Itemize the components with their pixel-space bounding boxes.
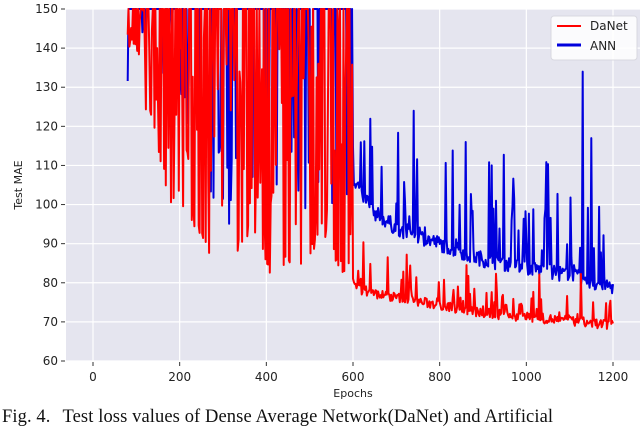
- y-tick-label: 90: [43, 237, 58, 251]
- figure-caption: Fig. 4. Test loss values of Dense Average…: [2, 407, 640, 428]
- axis-ticks: 60 70 80 90 100 110 120 130 140 150 0 200 400 600 800 1…: [35, 2, 628, 384]
- x-tick-label: 0: [89, 370, 97, 384]
- legend-label-ann: ANN: [590, 39, 616, 53]
- y-tick-label: 130: [35, 80, 58, 94]
- x-axis-label: Epochs: [333, 387, 373, 400]
- series-lines: [126, 8, 614, 330]
- y-tick-label: 110: [35, 158, 58, 172]
- x-tick-label: 200: [168, 370, 191, 384]
- y-axis-label: Test MAE: [12, 160, 25, 210]
- y-tick-label: 70: [43, 315, 58, 329]
- x-tick-label: 1000: [511, 370, 542, 384]
- y-tick-label: 120: [35, 119, 58, 133]
- y-tick-label: 140: [35, 41, 58, 55]
- y-tick-label: 60: [43, 354, 58, 368]
- figure-number: Fig. 4.: [2, 407, 51, 427]
- y-tick-label: 80: [43, 276, 58, 290]
- line-chart: 60 70 80 90 100 110 120 130 140 150 0 200 400 600 800 1…: [12, 2, 640, 400]
- legend-label-danet: DaNet: [590, 19, 628, 33]
- x-tick-label: 1200: [598, 370, 629, 384]
- x-tick-label: 800: [428, 370, 451, 384]
- series-ann-line: [126, 8, 614, 295]
- y-tick-label: 100: [35, 198, 58, 212]
- caption-text: Test loss values of Dense Average Networ…: [62, 407, 554, 427]
- legend: DaNet ANN: [550, 15, 638, 61]
- series-danet-line: [126, 8, 614, 330]
- x-tick-label: 600: [342, 370, 365, 384]
- y-tick-label: 150: [35, 2, 58, 16]
- x-tick-label: 400: [255, 370, 278, 384]
